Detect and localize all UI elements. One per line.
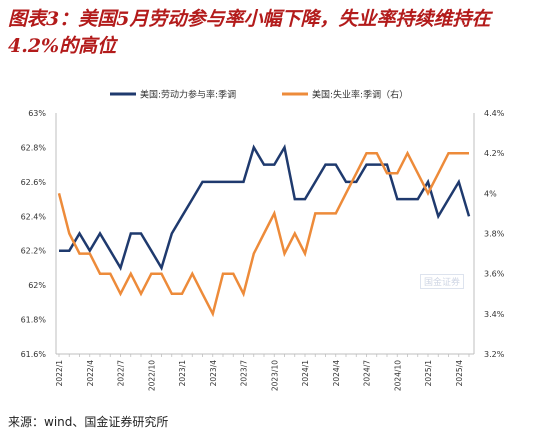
- x-tick-label: 2022/10: [147, 360, 156, 391]
- left-axis-tick-label: 62.8%: [21, 143, 47, 152]
- x-tick-label: 2022/1: [55, 360, 64, 387]
- line-chart: 61.6% 61.8% 62% 62.2% 62.4% 62.6% 62.8% 63% 3.2%…: [21, 89, 505, 392]
- series-line-participation: [59, 143, 471, 271]
- x-tick-label: 2023/4: [209, 360, 218, 387]
- x-tick-label: 2022/4: [86, 360, 95, 387]
- x-tick-label: 2023/10: [270, 360, 279, 391]
- x-tick-label: 2022/7: [117, 360, 126, 387]
- right-axis-tick-label: 3.4%: [484, 310, 505, 319]
- left-axis-tick-label: 63%: [28, 109, 46, 118]
- right-axis-tick-label: 4.2%: [484, 149, 505, 158]
- left-axis-tick-label: 61.8%: [21, 316, 47, 325]
- right-axis-tick-label: 3.8%: [484, 230, 505, 239]
- x-tick-label: 2024/4: [332, 360, 341, 387]
- x-tick-label: 2024/10: [393, 360, 402, 391]
- x-tick-label: 2024/7: [363, 360, 372, 387]
- legend-label: 美国:劳动力参与率:季调: [140, 89, 236, 101]
- left-axis-tick-label: 62.6%: [21, 178, 47, 187]
- x-tick-label: 2024/1: [301, 360, 310, 387]
- right-axis-tick-label: 4.4%: [484, 109, 505, 118]
- x-tick-label: 2023/1: [178, 360, 187, 387]
- x-tick-label: 2023/7: [240, 360, 249, 387]
- watermark: 国金证券: [420, 274, 465, 289]
- series-line-unemployment: [57, 150, 469, 318]
- x-tick-label: 2025/4: [455, 360, 464, 387]
- right-axis-tick-label: 3.6%: [484, 270, 505, 279]
- left-axis-tick-label: 61.6%: [21, 350, 47, 359]
- right-axis-tick-label: 3.2%: [484, 350, 505, 359]
- chart-title: 图表3：美国5月劳动参与率小幅下降，失业率持续维持在4.2%的高位: [8, 8, 491, 57]
- source-note: 来源：wind、国金证券研究所: [8, 415, 169, 429]
- left-axis-tick-label: 62%: [28, 281, 46, 290]
- legend-label: 美国:失业率:季调（右）: [312, 89, 408, 101]
- right-axis-tick-label: 4%: [484, 189, 497, 198]
- left-axis-tick-label: 62.4%: [21, 212, 47, 221]
- x-tick-label: 2025/1: [424, 360, 433, 387]
- left-axis-tick-label: 62.2%: [21, 247, 47, 256]
